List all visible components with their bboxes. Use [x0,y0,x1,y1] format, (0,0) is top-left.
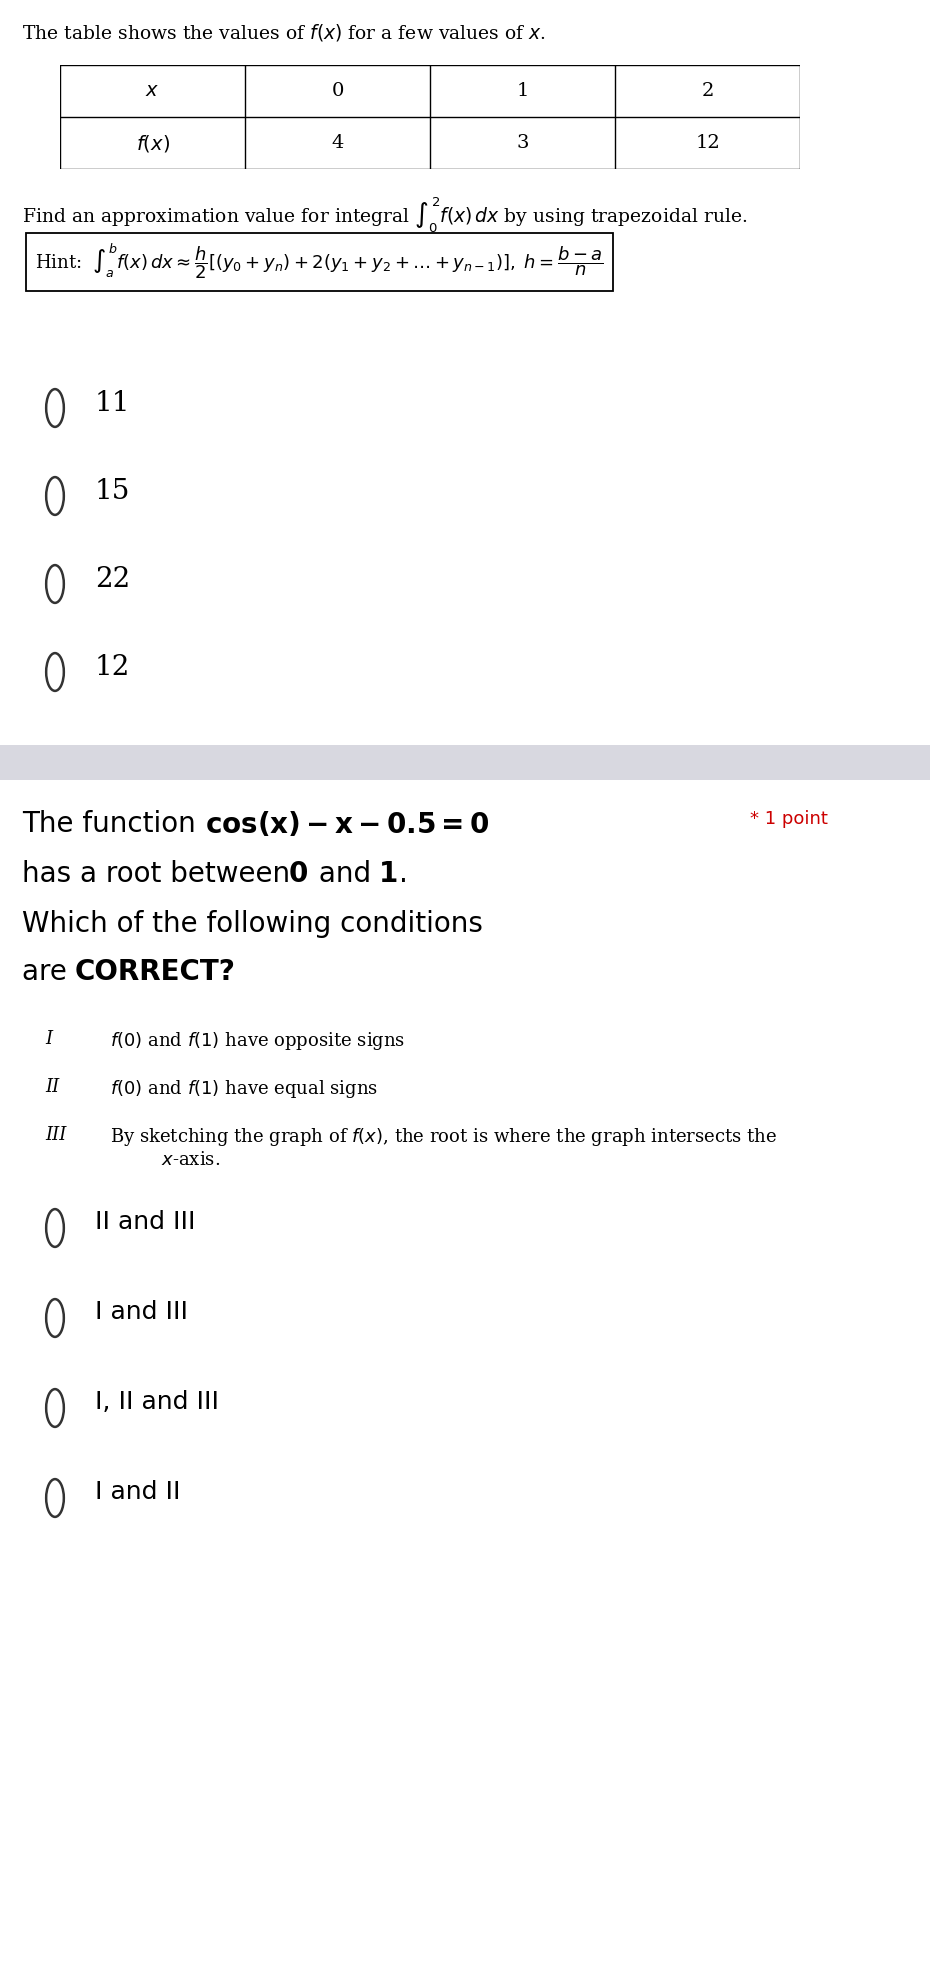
Text: I: I [45,1030,52,1048]
Text: Hint:  $\int_a^b f(x)\,dx \approx \dfrac{h}{2}\left[(y_0+y_n)+2(y_1+y_2+\ldots+y: Hint: $\int_a^b f(x)\,dx \approx \dfrac{… [35,243,604,282]
Text: 1: 1 [516,82,528,99]
Text: $f(0)$ and $f(1)$ have opposite signs: $f(0)$ and $f(1)$ have opposite signs [110,1030,405,1052]
Text: II and III: II and III [95,1211,195,1235]
Text: 11: 11 [95,390,130,417]
Text: CORRECT?: CORRECT? [75,958,236,986]
Text: 12: 12 [95,654,130,682]
Text: Which of the following conditions: Which of the following conditions [22,911,483,938]
Text: The table shows the values of $f(x)$ for a few values of $x$.: The table shows the values of $f(x)$ for… [22,22,546,44]
Text: III: III [45,1125,66,1143]
Text: $\mathbf{1}$: $\mathbf{1}$ [378,861,397,889]
Text: has a root between: has a root between [22,861,299,889]
Text: By sketching the graph of $f(x)$, the root is where the graph intersects the
   : By sketching the graph of $f(x)$, the ro… [110,1125,777,1169]
Text: 0: 0 [331,82,344,99]
Text: and: and [310,861,380,889]
Text: 4: 4 [331,133,344,151]
Text: .: . [399,861,408,889]
Text: * 1 point: * 1 point [750,809,828,827]
Text: $\mathbf{cos(x) - x - 0.5 = 0}$: $\mathbf{cos(x) - x - 0.5 = 0}$ [205,809,489,839]
Text: are: are [22,958,75,986]
Text: 22: 22 [95,567,130,592]
Text: $x$: $x$ [145,82,160,99]
Text: $\mathbf{0}$: $\mathbf{0}$ [288,861,308,889]
Text: I and II: I and II [95,1479,180,1505]
Text: $f(x)$: $f(x)$ [136,133,169,153]
Text: The function: The function [22,809,214,839]
Text: Find an approximation value for integral $\int_0^2 f(x)\,dx$ by using trapezoida: Find an approximation value for integral… [22,195,748,235]
Text: 15: 15 [95,477,130,505]
Text: 2: 2 [701,82,713,99]
Text: I and III: I and III [95,1300,188,1324]
Text: II: II [45,1077,60,1095]
Text: I, II and III: I, II and III [95,1390,219,1413]
Text: 12: 12 [695,133,720,151]
Text: $f(0)$ and $f(1)$ have equal signs: $f(0)$ and $f(1)$ have equal signs [110,1077,378,1099]
Text: 3: 3 [516,133,529,151]
